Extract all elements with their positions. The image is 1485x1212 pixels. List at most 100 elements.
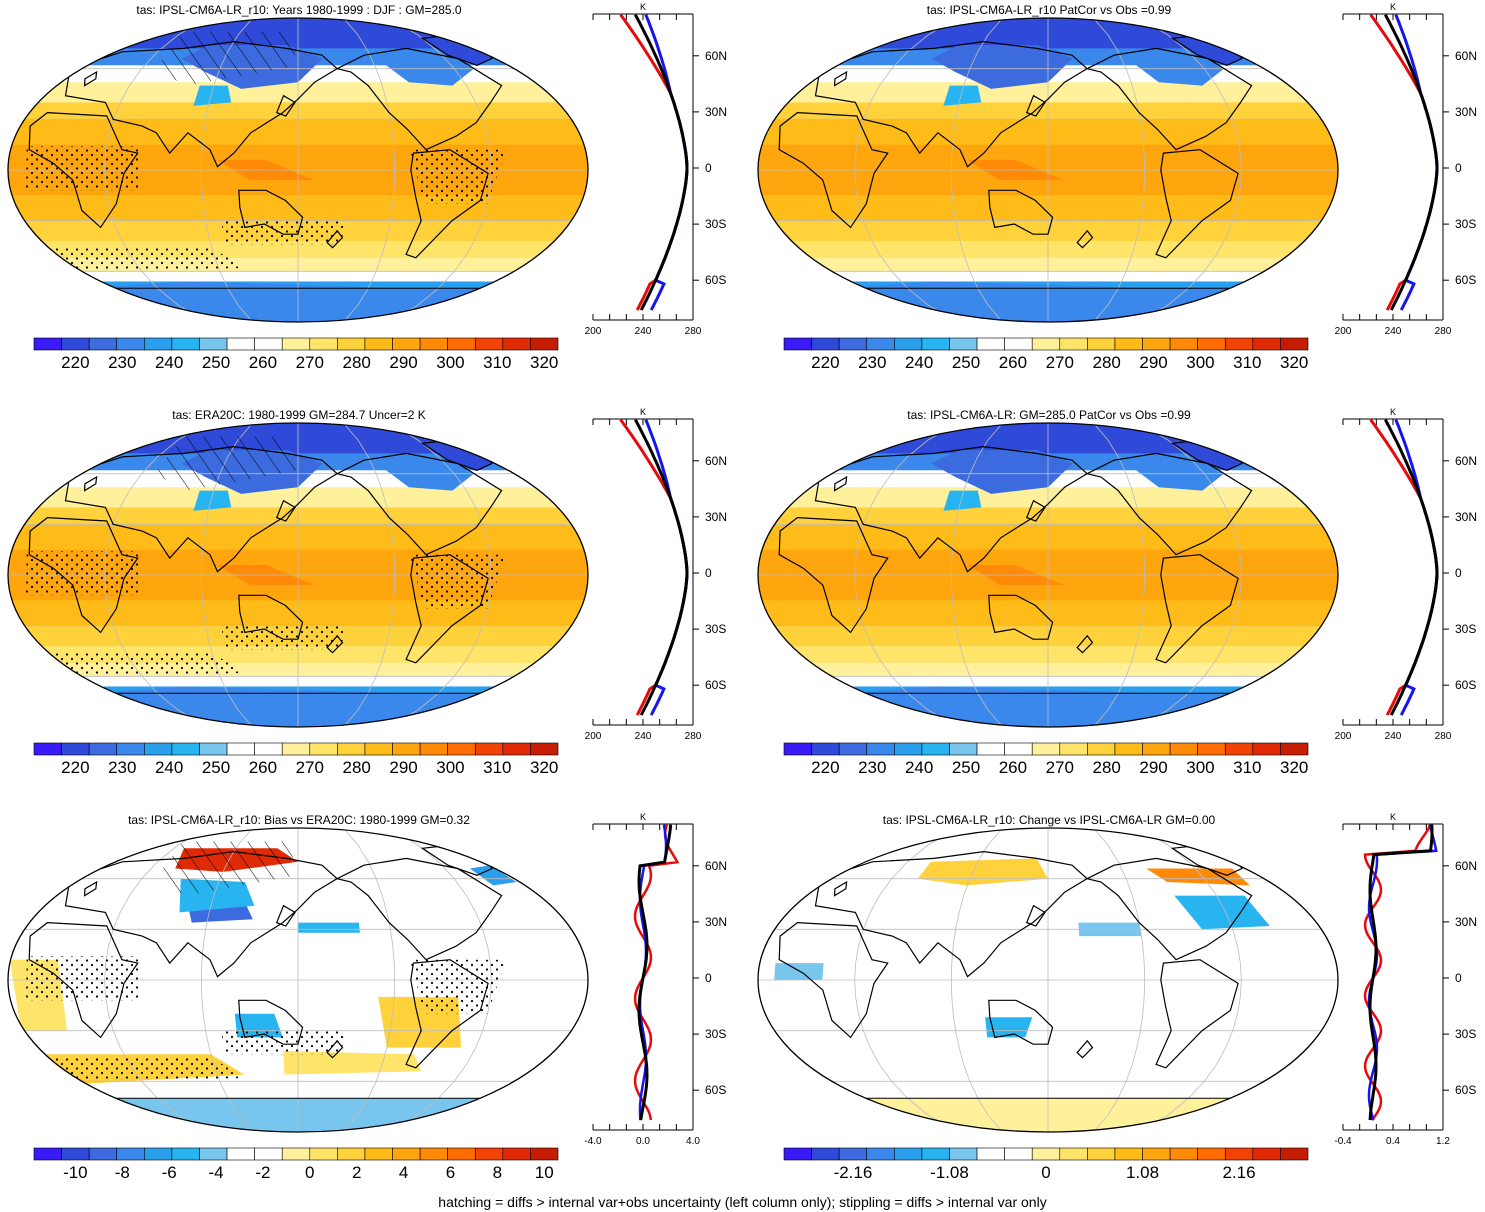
profile-tick-label: 240 [1384,326,1402,337]
colorbar-swatch [419,742,448,756]
profile-lat-label: 60S [1455,1083,1477,1098]
colorbar-swatch [474,742,504,756]
profile-tick-label: 240 [1384,731,1402,742]
colorbar-label: 290 [389,758,418,777]
map-border [757,422,1339,728]
colorbar-swatch [838,1147,868,1161]
profile-tick-label: 240 [634,731,652,742]
colorbar-label: 290 [1139,353,1168,372]
profile-lat-label: 30S [705,217,727,232]
coast-samerica [1155,959,1239,1069]
panel-title-change: tas: IPSL-CM6A-LR_r10: Change vs IPSL-CM… [882,813,1216,827]
profile-unit-label: K [639,407,647,417]
colorbar-label: 300 [436,758,465,777]
stippling-overlay [39,652,246,677]
colorbar-swatch [811,337,840,351]
panel-title-bias: tas: IPSL-CM6A-LR_r10: Bias vs ERA20C: 1… [128,813,470,827]
colorbar-label: 260 [998,758,1028,777]
coast-samerica [1155,554,1239,664]
colorbar-swatch [309,337,338,351]
coast-japan [1025,499,1046,522]
colorbar-swatch [502,337,531,351]
colorbar-swatch [1087,742,1116,756]
profile-reference [1342,418,1449,726]
colorbar-swatch [1280,1147,1309,1161]
stippling-overlay [26,146,139,191]
profile-lat-label: 0 [1455,566,1462,580]
colorbar-swatch [811,742,840,756]
colorbar-swatch [1197,742,1226,756]
colorbar-swatch [1169,1147,1198,1161]
profile-tick-label: 280 [1434,731,1452,742]
colorbar-swatch [1142,337,1171,351]
colorbar-reference [783,742,1309,756]
colorbar-swatch [33,1147,62,1161]
profile-lat-label: 60S [705,273,727,288]
colorbar-swatch [1114,1147,1143,1161]
colorbar-label: 270 [295,353,324,372]
profile-bias [592,823,699,1131]
colorbar-swatch [116,1147,145,1161]
stippling-overlay [221,1030,345,1055]
colorbar-swatch [1004,337,1033,351]
colorbar-swatch [281,742,311,756]
profile-lat-label: 0 [705,161,712,175]
coast-uk [83,880,98,897]
colorbar-swatch [1059,1147,1088,1161]
profile-lat-label: 0 [1455,161,1462,175]
profile-unit-label: K [1389,2,1397,12]
colorbar-swatch [1197,1147,1226,1161]
colorbar-swatch [530,1147,559,1161]
colorbar-label: 320 [530,353,559,372]
coast-uk [83,475,98,492]
colorbar-swatch [1142,742,1171,756]
colorbar-swatch [419,337,448,351]
colorbar-swatch [866,742,895,756]
stippling-overlay [410,149,506,204]
profile-tick-label: 4.0 [686,1136,700,1147]
stippling-overlay [26,551,139,596]
map-border [757,827,1339,1133]
colorbar-label: 220 [61,758,90,777]
map-change [758,828,1338,1132]
profile-lat-label: 0 [1455,971,1462,985]
colorbar-label: 300 [1186,353,1215,372]
coast-namerica [1085,47,1253,151]
stippling-overlay [26,956,139,1001]
profile-lat-label: 60N [705,453,728,468]
colorbar-bias [33,1147,559,1161]
colorbar-swatch [337,1147,366,1161]
profile-model [592,13,699,321]
colorbar-change [783,1147,1309,1161]
stippling-overlay [221,625,345,650]
colorbar-swatch [1059,337,1088,351]
coast-uk [833,70,848,87]
colorbar-label: 220 [811,353,840,372]
colorbar-label: 250 [951,353,981,372]
colorbar-swatch [1224,337,1254,351]
panel-title-model_patcor: tas: IPSL-CM6A-LR_r10 PatCor vs Obs =0.9… [926,3,1172,17]
colorbar-swatch [392,337,421,351]
coast-japan [275,94,296,117]
colorbar-label: 300 [1186,758,1215,777]
colorbar-swatch [171,337,200,351]
coast-uk [833,475,848,492]
coastlines [758,439,1338,694]
coast-namerica [335,452,503,556]
profile-lat-label: 30N [1455,509,1478,524]
colorbar-label: -10 [63,1163,88,1182]
colorbar-label: 230 [858,758,887,777]
coast-samerica [1155,149,1239,259]
profile-lat-label: 30N [705,104,728,119]
colorbar-swatch [921,1147,950,1161]
profile-lat-label: 60N [1455,858,1478,873]
colorbar-label: -8 [114,1163,130,1182]
colorbar-swatch [474,337,504,351]
colorbar-swatch [116,742,145,756]
colorbar-label: 290 [1139,758,1168,777]
colorbar-swatch [447,1147,476,1161]
colorbar-swatch [1087,1147,1116,1161]
colorbar-label: 320 [1280,353,1309,372]
colorbar-label: 230 [108,758,137,777]
colorbar-swatch [171,742,200,756]
